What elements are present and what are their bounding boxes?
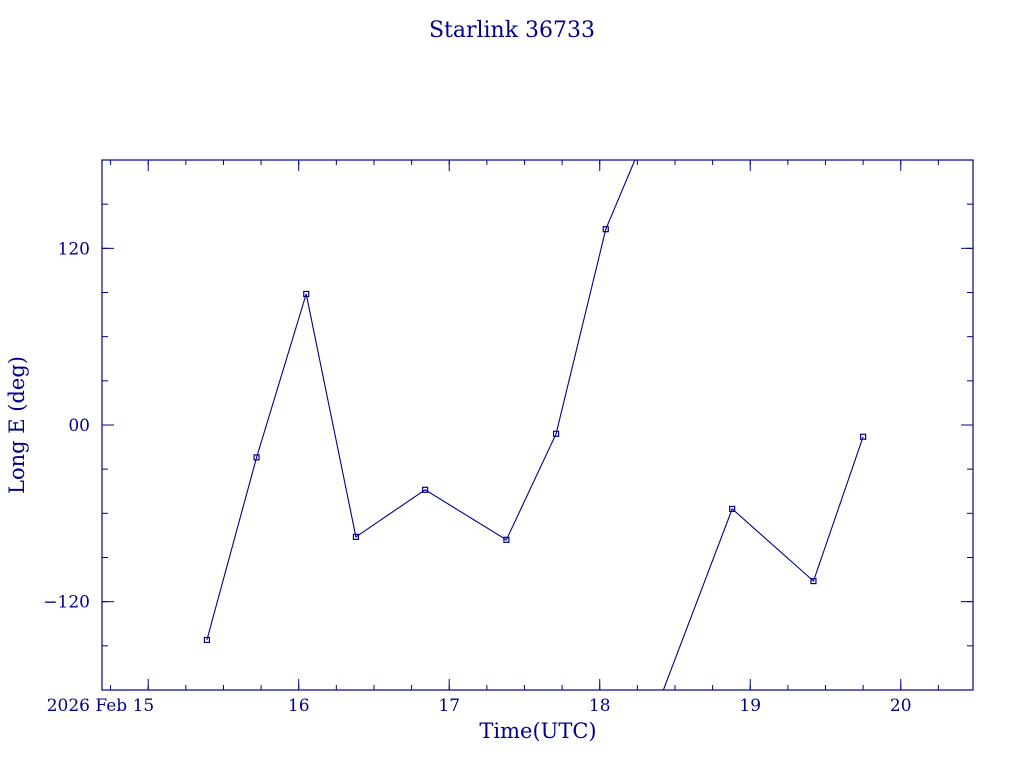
data-point: [602, 226, 609, 233]
data-point: [253, 454, 260, 461]
y-tick-labels: 120 00 −120: [43, 239, 90, 612]
data-point: [810, 577, 817, 585]
data-points: [203, 226, 867, 644]
chart-title: Starlink 36733: [429, 18, 595, 43]
data-point: [552, 430, 560, 437]
y-axis-label: Long E (deg): [5, 356, 29, 494]
data-lines: [206, 160, 864, 690]
data-point: [303, 290, 310, 298]
x-tick-label: 2026 Feb 15: [47, 696, 155, 716]
data-point: [503, 536, 510, 543]
axis-ticks: [102, 159, 973, 691]
data-point: [352, 533, 360, 540]
y-tick-label: −120: [43, 593, 90, 613]
y-tick-label: 00: [68, 416, 90, 436]
x-axis-label: Time(UTC): [479, 719, 596, 743]
x-tick-label: 18: [589, 696, 611, 716]
series-line: [206, 160, 636, 641]
data-point: [729, 505, 736, 513]
x-tick-label: 16: [288, 696, 310, 716]
x-tick-label: 20: [890, 696, 912, 716]
plot-frame: [101, 159, 974, 691]
series-line: [662, 436, 864, 690]
y-tick-label: 120: [58, 239, 90, 259]
x-tick-label: 19: [739, 696, 761, 716]
x-tick-labels: 2026 Feb 15 16 17 18 19 20: [47, 696, 912, 716]
data-point: [422, 486, 429, 493]
data-point: [860, 433, 867, 440]
data-point: [203, 636, 211, 644]
x-tick-label: 17: [438, 696, 460, 716]
